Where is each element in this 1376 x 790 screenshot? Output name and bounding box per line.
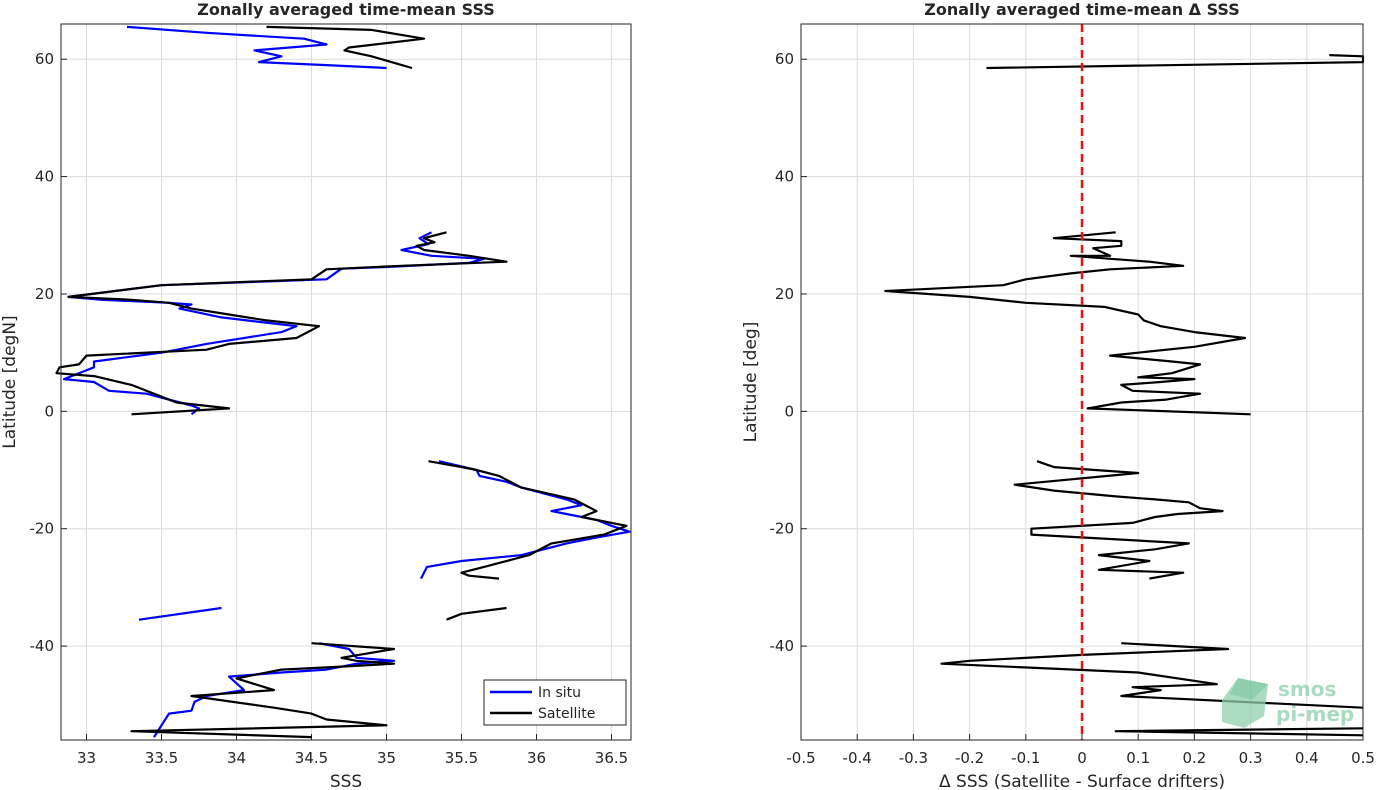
logo-text-pi-mep: pi-mep bbox=[1276, 702, 1354, 726]
x-axis-label: Δ SSS (Satellite - Surface drifters) bbox=[939, 772, 1225, 790]
chart-title: Zonally averaged time-mean Δ SSS bbox=[924, 0, 1240, 19]
y-axis-label: Latitude [degN] bbox=[0, 315, 20, 448]
x-tick-label: -0.4 bbox=[843, 749, 872, 767]
series-line-in-situ bbox=[138, 606, 222, 621]
y-tick-label: -40 bbox=[30, 637, 55, 655]
tick-labels: -0.5 -0.4 -0.3 -0.2 -0.1 0 0.1 0.2 0.3 0.4 0.5 -40 -… bbox=[770, 50, 1375, 767]
x-tick-label: 33.5 bbox=[145, 749, 178, 767]
series-line-delta-sss bbox=[884, 231, 1251, 416]
series-line-satellite bbox=[266, 25, 426, 70]
chart-title: Zonally averaged time-mean SSS bbox=[197, 0, 495, 19]
logo-text-smos: smos bbox=[1278, 677, 1336, 701]
plot-frame bbox=[800, 23, 1364, 741]
tick-labels: 33 33.5 34 34.5 35 35.5 36 36.5 -40 -20 0 20 40 60 bbox=[30, 50, 629, 767]
smos-pi-mep-logo: smos pi-mep bbox=[1222, 677, 1354, 728]
y-tick-label: 0 bbox=[44, 402, 54, 420]
series-line-satellite bbox=[55, 231, 508, 416]
series-line-delta-sss bbox=[1114, 727, 1364, 737]
x-tick-label: -0.1 bbox=[1011, 749, 1040, 767]
x-tick-label: 36.5 bbox=[595, 749, 628, 767]
legend-label-satellite: Satellite bbox=[538, 706, 595, 722]
y-tick-label: 20 bbox=[35, 285, 54, 303]
y-tick-label: 40 bbox=[35, 168, 54, 186]
x-tick-label: 0.3 bbox=[1239, 749, 1263, 767]
x-tick-label: -0.5 bbox=[786, 749, 815, 767]
y-tick-label: -20 bbox=[770, 520, 795, 538]
y-tick-label: -40 bbox=[770, 637, 795, 655]
y-tick-label: 20 bbox=[775, 285, 794, 303]
plot-lines bbox=[884, 24, 1365, 740]
x-tick-label: -0.3 bbox=[899, 749, 928, 767]
plot-frame bbox=[60, 23, 632, 741]
x-tick-label: 0.1 bbox=[1126, 749, 1150, 767]
legend-box bbox=[483, 679, 627, 726]
y-axis-label: Latitude [deg] bbox=[741, 322, 761, 443]
series-line-satellite bbox=[446, 606, 507, 621]
x-tick-label: -0.2 bbox=[955, 749, 984, 767]
x-tick-label: 35.5 bbox=[445, 749, 478, 767]
x-axis-label: SSS bbox=[330, 772, 362, 790]
chart-sss: Zonally averaged time-mean SSS 33 33.5 34 3… bbox=[0, 0, 632, 790]
x-tick-label: 33 bbox=[77, 749, 96, 767]
y-tick-label: 60 bbox=[775, 50, 794, 68]
y-tick-label: 40 bbox=[775, 168, 794, 186]
x-tick-label: 0 bbox=[1077, 749, 1087, 767]
x-tick-label: 0.5 bbox=[1351, 749, 1375, 767]
x-tick-label: 34.5 bbox=[295, 749, 328, 767]
chart-delta-sss: Zonally averaged time-mean Δ SSS -0.5 -0.… bbox=[741, 0, 1375, 790]
x-tick-label: 35 bbox=[377, 749, 396, 767]
x-tick-label: 34 bbox=[227, 749, 246, 767]
x-tick-label: 36 bbox=[527, 749, 546, 767]
plot-lines bbox=[55, 25, 631, 739]
x-tick-label: 0.2 bbox=[1182, 749, 1206, 767]
series-line-in-situ bbox=[153, 642, 396, 738]
series-line-satellite bbox=[130, 642, 396, 739]
series-line-delta-sss bbox=[1013, 460, 1224, 580]
y-tick-label: 60 bbox=[35, 50, 54, 68]
x-tick-label: 0.4 bbox=[1295, 749, 1319, 767]
series-line-in-situ bbox=[62, 231, 486, 416]
y-tick-label: 0 bbox=[784, 402, 794, 420]
series-line-delta-sss bbox=[940, 642, 1364, 709]
y-tick-label: -20 bbox=[30, 520, 55, 538]
series-line-in-situ bbox=[126, 25, 387, 70]
series-line-satellite bbox=[428, 460, 628, 580]
legend-label-in-situ: In situ bbox=[538, 685, 581, 701]
legend: In situ Satellite bbox=[483, 679, 627, 726]
grid bbox=[61, 24, 631, 740]
